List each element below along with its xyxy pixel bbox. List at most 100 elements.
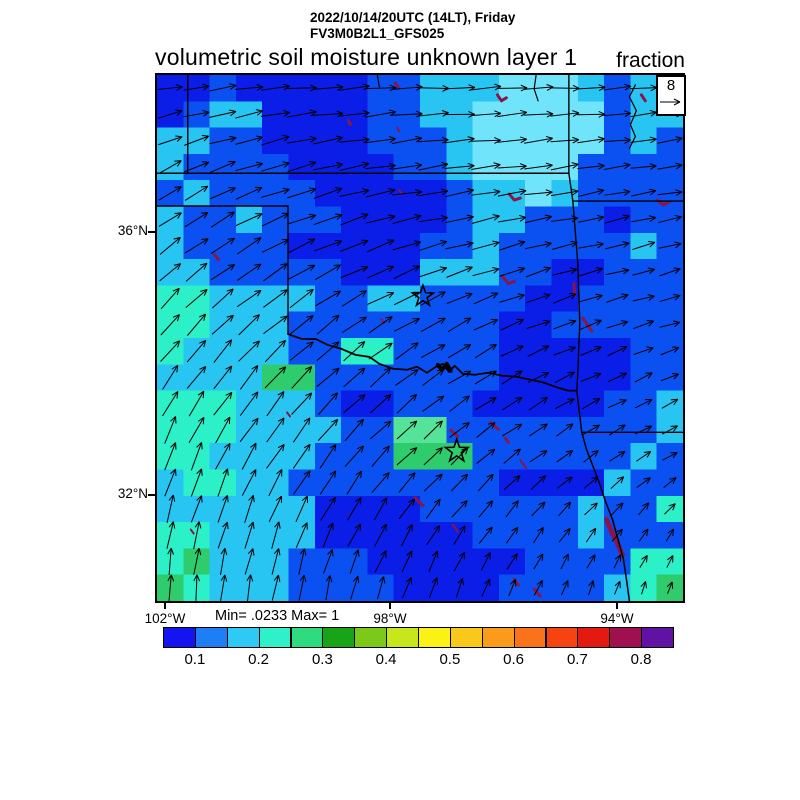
wind-arrow bbox=[471, 162, 501, 170]
wind-arrow bbox=[527, 345, 550, 357]
wind-arrow bbox=[291, 392, 313, 415]
colorbar-segment bbox=[290, 627, 324, 648]
wind-arrow bbox=[610, 476, 625, 489]
wind-arrow bbox=[339, 83, 370, 91]
map-line bbox=[347, 119, 353, 127]
wind-arrow bbox=[419, 240, 448, 251]
wind-arrow bbox=[244, 494, 255, 523]
wind-arrow bbox=[661, 398, 679, 409]
wind-arrow bbox=[630, 163, 657, 170]
wind-arrow bbox=[398, 498, 416, 520]
wind-arrow bbox=[392, 240, 422, 251]
wind-arrow bbox=[588, 580, 595, 596]
wind-arrow bbox=[186, 313, 207, 336]
wind-arrow bbox=[474, 343, 497, 359]
wind-arrow bbox=[473, 292, 499, 305]
wind-arrow bbox=[217, 468, 229, 497]
wind-arrow bbox=[271, 521, 281, 549]
wind-arrow bbox=[529, 450, 548, 463]
wind-arrow bbox=[235, 84, 264, 91]
wind-arrow bbox=[188, 416, 205, 443]
wind-arrow bbox=[268, 495, 283, 523]
wind-arrow bbox=[394, 318, 420, 332]
wind-arrow bbox=[271, 574, 281, 601]
wind-arrow bbox=[263, 315, 288, 335]
wind-arrow bbox=[471, 214, 500, 224]
wind-arrow bbox=[374, 550, 387, 573]
wind-arrow bbox=[503, 475, 521, 491]
lon-label: 102°W bbox=[144, 611, 186, 626]
colorbar-segment bbox=[513, 627, 547, 648]
lon-tick bbox=[389, 603, 391, 609]
wind-arrow bbox=[660, 346, 680, 356]
wind-arrow bbox=[444, 188, 475, 198]
wind-arrow bbox=[634, 372, 653, 383]
wind-arrow bbox=[188, 390, 205, 417]
wind-arrow bbox=[263, 289, 288, 308]
wind-arrow bbox=[209, 109, 237, 118]
wind-arrow bbox=[604, 214, 630, 224]
wind-arrow bbox=[393, 265, 421, 279]
colorbar-segment bbox=[163, 627, 196, 648]
wind-arrow bbox=[529, 423, 548, 437]
wind-arrow bbox=[527, 371, 550, 383]
wind-arrow bbox=[449, 395, 470, 412]
wind-arrow bbox=[261, 239, 289, 253]
wind-arrow bbox=[580, 319, 602, 330]
wind-arrow bbox=[445, 240, 474, 250]
wind-arrow bbox=[370, 367, 392, 388]
wind-arrow bbox=[190, 442, 203, 471]
wind-arrow bbox=[339, 136, 370, 144]
wind-arrow bbox=[551, 215, 579, 223]
wind-arrow bbox=[501, 396, 523, 411]
wind-arrow bbox=[322, 549, 334, 574]
wind-arrow bbox=[500, 345, 524, 357]
wind-arrow bbox=[193, 574, 201, 601]
wind-arrow bbox=[550, 188, 579, 197]
wind-arrow bbox=[398, 472, 416, 493]
wind-arrow bbox=[241, 442, 257, 470]
colorbar-segment bbox=[354, 627, 388, 648]
wind-arrow bbox=[524, 162, 553, 170]
wind-arrow bbox=[215, 416, 231, 444]
wind-arrow bbox=[261, 161, 290, 172]
wind-arrow bbox=[210, 264, 236, 281]
wind-arrow bbox=[158, 135, 183, 146]
wind-arrow bbox=[313, 162, 343, 171]
wind-arrow bbox=[475, 397, 497, 411]
wind-arrow bbox=[347, 497, 362, 521]
wind-arrow bbox=[288, 238, 316, 254]
wind-arrow bbox=[607, 346, 628, 357]
wind-arrow bbox=[666, 581, 674, 594]
wind-arrow bbox=[603, 110, 632, 118]
min-max-stats: Min= .0233 Max= 1 bbox=[215, 608, 340, 624]
wind-arrow bbox=[313, 239, 343, 252]
wind-arrow bbox=[497, 163, 527, 170]
colorbar-tick-label: 0.1 bbox=[184, 651, 206, 668]
wind-arrow bbox=[663, 477, 677, 489]
lat-label: 36°N bbox=[117, 223, 148, 238]
wind-arrow bbox=[347, 523, 362, 547]
wind-arrow bbox=[209, 135, 237, 145]
wind-arrow bbox=[560, 580, 569, 596]
wind-arrow bbox=[392, 214, 422, 225]
wind-arrow bbox=[322, 522, 334, 548]
map-line bbox=[393, 81, 400, 89]
wind-arrow bbox=[533, 553, 544, 570]
wind-arrow bbox=[636, 450, 652, 462]
wind-arrow bbox=[190, 468, 203, 497]
wind-arrow bbox=[371, 472, 390, 494]
wind-arrow bbox=[638, 502, 650, 516]
wind-arrow bbox=[470, 110, 502, 118]
wind-arrow bbox=[453, 551, 466, 572]
wind-arrow bbox=[295, 522, 308, 549]
wind-arrow bbox=[289, 315, 314, 335]
wind-arrow bbox=[498, 240, 526, 251]
wind-arrow bbox=[553, 319, 577, 330]
wind-arrow bbox=[391, 162, 423, 170]
wind-arrow bbox=[235, 161, 264, 172]
wind-arrow bbox=[158, 186, 182, 201]
wind-arrow bbox=[426, 525, 441, 546]
wind-arrow bbox=[320, 496, 336, 521]
wind-arrow bbox=[160, 287, 180, 310]
